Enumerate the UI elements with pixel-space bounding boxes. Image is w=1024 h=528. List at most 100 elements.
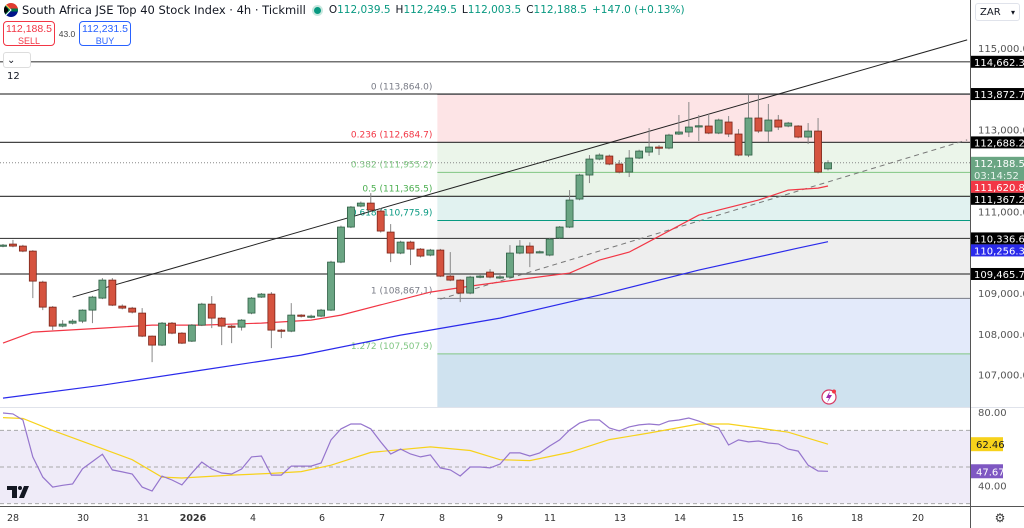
candle[interactable] <box>694 114 703 142</box>
candle[interactable] <box>555 226 564 240</box>
dashed-trendline[interactable] <box>440 139 968 300</box>
indicators-toggle[interactable]: ⌄ 12 <box>3 52 31 82</box>
candle[interactable] <box>456 279 465 303</box>
candle[interactable] <box>645 128 653 157</box>
candle[interactable] <box>665 133 673 150</box>
candle[interactable] <box>545 237 554 257</box>
candle[interactable] <box>774 114 783 131</box>
candle[interactable] <box>88 295 97 324</box>
candle[interactable] <box>337 225 345 264</box>
candle[interactable] <box>187 324 196 342</box>
candle[interactable] <box>675 114 683 135</box>
candle[interactable] <box>28 250 37 299</box>
candle[interactable] <box>724 116 733 138</box>
candle[interactable] <box>804 123 813 145</box>
candle[interactable] <box>426 248 435 257</box>
candle[interactable] <box>237 319 246 331</box>
candle[interactable] <box>396 240 405 255</box>
candle[interactable] <box>148 335 156 363</box>
candle[interactable] <box>327 260 335 311</box>
candle[interactable] <box>416 248 425 258</box>
candle[interactable] <box>496 275 504 280</box>
candle[interactable] <box>406 240 415 266</box>
candle[interactable] <box>386 224 395 263</box>
candle[interactable] <box>247 297 256 315</box>
candle[interactable] <box>466 275 475 295</box>
candle[interactable] <box>704 114 713 135</box>
candle[interactable] <box>615 160 624 174</box>
candle[interactable] <box>38 280 47 311</box>
candle[interactable] <box>734 129 743 157</box>
candle[interactable] <box>178 332 186 345</box>
candle[interactable] <box>287 303 296 333</box>
candle[interactable] <box>118 304 127 310</box>
candle[interactable] <box>794 125 803 139</box>
candle[interactable] <box>9 239 17 248</box>
candle[interactable] <box>506 245 514 279</box>
candle[interactable] <box>764 104 773 143</box>
candle[interactable] <box>784 121 793 128</box>
symbol-title[interactable]: South Africa JSE Top 40 Stock Index · 4h… <box>22 3 306 17</box>
candle[interactable] <box>297 314 306 318</box>
candle[interactable] <box>138 308 147 338</box>
candle[interactable] <box>277 328 286 339</box>
candle[interactable] <box>267 292 276 349</box>
candle[interactable] <box>824 160 832 171</box>
time-axis[interactable]: 28 30 31 2026 4 6 7 8 9 11 13 14 15 16 18 20 <box>7 513 924 524</box>
candle[interactable] <box>168 321 176 335</box>
candle[interactable] <box>18 244 27 253</box>
event-flash-icon[interactable] <box>821 389 837 405</box>
candle[interactable] <box>486 269 494 279</box>
candle[interactable] <box>346 206 355 229</box>
candle[interactable] <box>366 193 375 212</box>
currency-dropdown[interactable]: ZAR ▾ <box>975 3 1020 21</box>
candle[interactable] <box>376 208 385 233</box>
candle[interactable] <box>565 190 574 229</box>
candle[interactable] <box>655 145 663 156</box>
candle[interactable] <box>684 102 693 138</box>
candle-body-down <box>267 293 276 331</box>
candle[interactable] <box>714 118 723 135</box>
candle[interactable] <box>356 201 365 208</box>
candle[interactable] <box>197 302 206 327</box>
candle[interactable] <box>605 154 614 166</box>
candle[interactable] <box>525 242 534 268</box>
candle[interactable] <box>635 149 644 160</box>
candle[interactable] <box>108 278 117 307</box>
candle[interactable] <box>535 250 544 254</box>
settings-gear-icon[interactable]: ⚙ <box>994 511 1006 525</box>
candle[interactable] <box>476 274 485 279</box>
candle[interactable] <box>207 296 216 329</box>
candle[interactable] <box>257 292 266 298</box>
price-tick-label: 109,000.0 <box>978 289 1024 300</box>
candle[interactable] <box>317 308 325 318</box>
candle[interactable] <box>575 173 584 201</box>
time-tick-label: 2026 <box>180 513 207 524</box>
sell-button[interactable]: 112,188.5 SELL <box>3 21 55 46</box>
candle[interactable] <box>0 243 7 248</box>
candle[interactable] <box>307 314 316 319</box>
candle[interactable] <box>814 118 822 174</box>
candle[interactable] <box>744 95 753 158</box>
candle[interactable] <box>58 320 67 328</box>
candle[interactable] <box>625 150 634 178</box>
candle[interactable] <box>98 278 107 300</box>
candle[interactable] <box>585 155 594 184</box>
candle[interactable] <box>227 324 236 344</box>
candle[interactable] <box>595 153 604 161</box>
price-axis[interactable]: 115,000.0 113,000.0 111,000.0 109,000.0 108,… <box>971 44 1024 492</box>
candle[interactable] <box>78 309 87 324</box>
candle[interactable] <box>515 240 524 255</box>
candle[interactable] <box>754 95 763 134</box>
candle[interactable] <box>217 317 226 346</box>
candle[interactable] <box>68 319 77 325</box>
candle[interactable] <box>128 306 137 314</box>
candle[interactable] <box>158 321 166 347</box>
candle[interactable] <box>446 252 455 282</box>
candle[interactable] <box>436 248 445 278</box>
buy-button[interactable]: 112,231.5 BUY <box>79 21 131 46</box>
candle-body-up <box>565 199 574 228</box>
candle[interactable] <box>48 306 57 331</box>
trendline[interactable] <box>72 39 968 298</box>
